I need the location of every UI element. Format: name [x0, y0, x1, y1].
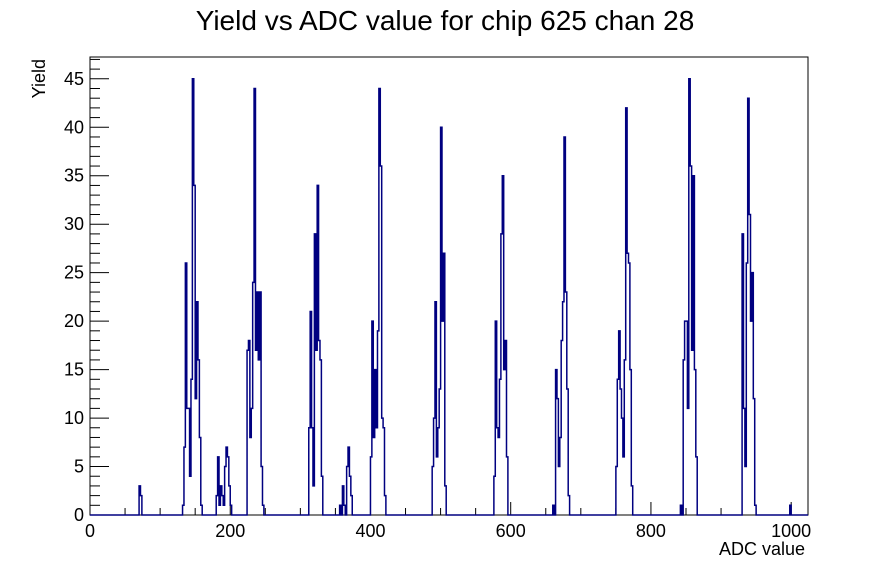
x-tick-label: 400 [355, 521, 385, 541]
histogram-series-line [90, 78, 808, 516]
y-tick-label: 5 [74, 457, 84, 477]
chart-title: Yield vs ADC value for chip 625 chan 28 [196, 5, 695, 36]
y-axis: 0 5 10 15 20 25 30 35 40 45 [64, 58, 109, 525]
y-tick-label: 20 [64, 311, 84, 331]
x-tick-label: 800 [636, 521, 666, 541]
y-tick-label: 25 [64, 263, 84, 283]
y-tick-label: 45 [64, 69, 84, 89]
y-tick-label: 0 [74, 505, 84, 525]
x-tick-label: 600 [496, 521, 526, 541]
x-axis-label: ADC value [719, 539, 805, 559]
x-tick-label: 1000 [771, 521, 811, 541]
y-tick-label: 30 [64, 214, 84, 234]
y-tick-label: 35 [64, 166, 84, 186]
y-tick-label: 40 [64, 117, 84, 137]
y-axis-label: Yield [29, 59, 49, 98]
plot-frame [89, 56, 809, 516]
y-tick-label: 15 [64, 360, 84, 380]
x-tick-label: 0 [85, 521, 95, 541]
x-axis: 0 200 400 600 800 1000 [85, 502, 811, 541]
y-tick-label: 10 [64, 408, 84, 428]
x-tick-label: 200 [215, 521, 245, 541]
